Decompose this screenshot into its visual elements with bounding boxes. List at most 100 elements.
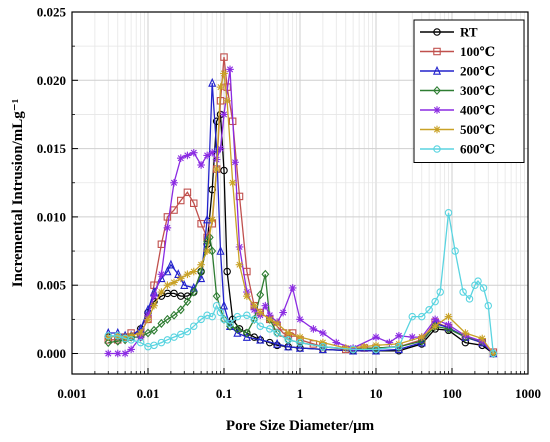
data-point — [250, 301, 259, 310]
data-point — [489, 349, 498, 358]
data-point — [197, 315, 205, 324]
data-point — [484, 301, 493, 310]
data-point — [163, 314, 172, 324]
data-point-stroke — [220, 111, 228, 118]
data-point — [203, 151, 211, 160]
data-point — [216, 308, 225, 317]
data-point — [170, 278, 178, 287]
data-point-stroke — [204, 247, 211, 255]
data-point-stroke — [137, 329, 144, 337]
data-point — [176, 154, 185, 162]
legend-marker — [433, 145, 441, 153]
data-point — [203, 247, 211, 255]
data-point — [208, 77, 217, 87]
data-point — [474, 277, 482, 285]
legend: RT 100℃ 200℃ 300℃ 400℃ 500℃ 600℃ — [413, 19, 525, 163]
data-point-stroke — [170, 179, 178, 186]
data-point — [319, 329, 327, 337]
x-tick-label: 1000 — [515, 386, 541, 401]
data-point-stroke — [105, 350, 112, 357]
data-point-stroke — [232, 159, 239, 166]
data-point-stroke — [445, 321, 452, 328]
data-point — [163, 336, 172, 344]
legend-label: 400℃ — [460, 103, 495, 118]
data-point-stroke — [445, 313, 452, 320]
data-point — [273, 338, 282, 348]
data-point-stroke — [418, 334, 425, 341]
data-point — [212, 165, 221, 173]
data-point — [104, 349, 113, 358]
data-point-stroke — [144, 316, 152, 323]
data-point — [220, 110, 228, 119]
data-point — [183, 151, 192, 160]
data-point-stroke — [243, 293, 250, 300]
data-point-stroke — [158, 271, 165, 278]
legend-entry: 300℃ — [420, 83, 495, 98]
data-point — [478, 334, 487, 343]
data-point — [296, 315, 304, 324]
data-point-stroke — [310, 325, 317, 332]
data-point — [309, 325, 318, 333]
data-point — [208, 312, 216, 321]
x-tick-label: 0.001 — [57, 386, 86, 401]
legend-marker — [433, 85, 441, 96]
data-point — [444, 312, 453, 321]
x-tick-label: 10 — [370, 386, 383, 401]
axes-layer: 0.001 0.01 0.1 1 10 100 1000 0.000 0.005 0.010 0.0… — [37, 5, 541, 402]
legend-entry: 100℃ — [420, 44, 495, 59]
data-point-stroke — [226, 66, 234, 73]
data-point — [166, 259, 175, 269]
data-point-stroke — [280, 309, 287, 316]
data-point-stroke — [319, 329, 326, 337]
data-point — [150, 325, 158, 335]
data-point — [163, 224, 172, 232]
data-point — [242, 331, 251, 341]
data-point — [180, 280, 189, 289]
data-point-stroke — [262, 302, 269, 309]
data-point-stroke — [177, 155, 184, 162]
data-point — [163, 281, 172, 290]
data-point — [220, 166, 228, 175]
legend-entry: 500℃ — [420, 122, 495, 137]
data-point — [212, 291, 221, 301]
data-point — [284, 329, 293, 337]
data-point — [418, 312, 426, 321]
data-point-stroke — [266, 316, 273, 323]
data-point-stroke — [296, 316, 304, 323]
data-point — [190, 199, 198, 207]
data-point — [233, 312, 242, 321]
y-tick-label: 0.010 — [37, 209, 66, 224]
data-point — [113, 349, 122, 358]
data-point — [261, 269, 270, 279]
legend-marker — [433, 125, 441, 134]
legend-entry: 600℃ — [420, 142, 495, 157]
data-point-stroke — [342, 344, 349, 352]
legend-marker — [433, 47, 441, 56]
data-point — [223, 96, 231, 105]
data-point — [431, 322, 439, 330]
data-point-stroke — [285, 329, 292, 337]
data-point-stroke — [150, 293, 158, 300]
data-point — [127, 345, 135, 354]
data-point-stroke — [395, 332, 402, 339]
data-point-stroke — [296, 334, 304, 341]
data-point — [183, 270, 192, 279]
data-point — [197, 161, 205, 169]
data-point-stroke — [433, 126, 441, 133]
data-point — [256, 290, 265, 300]
data-point — [189, 267, 198, 276]
data-point-stroke — [204, 152, 211, 159]
data-point — [226, 321, 234, 331]
data-point-stroke — [333, 339, 340, 346]
data-point — [144, 315, 152, 324]
data-point — [216, 245, 225, 255]
data-point — [170, 178, 178, 187]
y-tick-label: 0.000 — [37, 346, 66, 361]
data-point — [319, 342, 327, 351]
data-point — [444, 321, 453, 329]
data-point-stroke — [462, 329, 469, 337]
data-point — [197, 260, 205, 269]
data-point — [261, 301, 270, 310]
data-point-stroke — [170, 279, 178, 286]
data-point — [220, 69, 228, 78]
